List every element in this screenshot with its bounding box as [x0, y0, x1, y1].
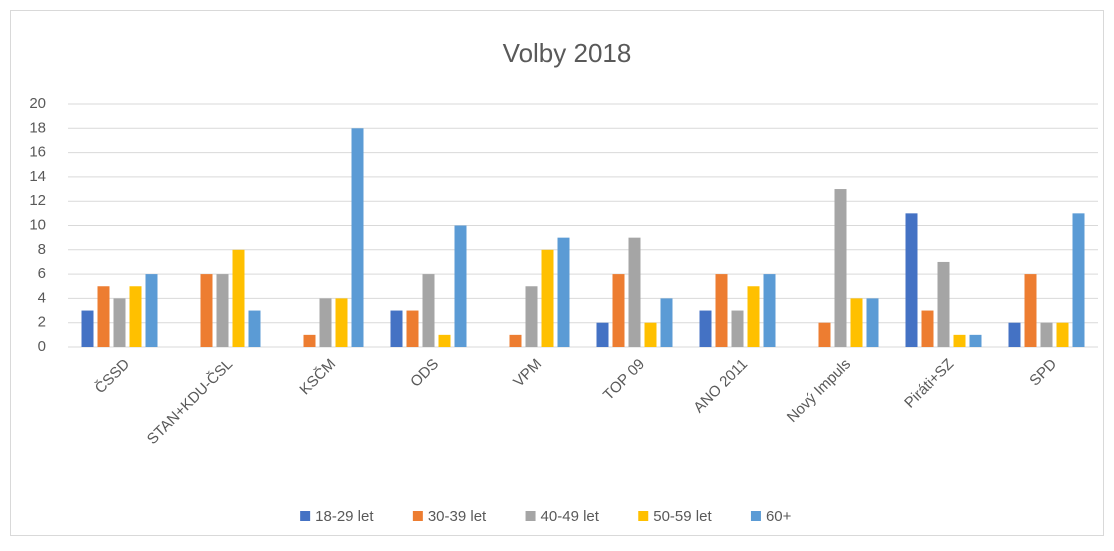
legend-label: 40-49 let — [541, 508, 600, 525]
bar — [644, 322, 657, 347]
legend-label: 18-29 let — [315, 508, 374, 525]
legend-swatch — [638, 511, 649, 521]
bar — [81, 310, 94, 347]
y-tick-label: 16 — [29, 144, 46, 161]
bar — [850, 298, 863, 347]
bar — [541, 249, 554, 347]
bar — [129, 286, 142, 347]
bar — [866, 298, 879, 347]
bar — [525, 286, 538, 347]
bar — [390, 310, 403, 347]
legend-swatch — [750, 511, 761, 521]
bar — [660, 298, 673, 347]
y-tick-label: 8 — [38, 241, 46, 258]
bar — [731, 310, 744, 347]
y-tick-label: 20 — [29, 95, 46, 112]
y-tick-label: 4 — [38, 289, 46, 306]
bar — [921, 310, 934, 347]
bar — [699, 310, 712, 347]
bar — [969, 334, 982, 347]
bar — [818, 322, 831, 347]
bar — [1008, 322, 1021, 347]
bar — [763, 274, 776, 347]
bar — [335, 298, 348, 347]
legend-label: 60+ — [766, 508, 792, 525]
y-tick-label: 6 — [38, 265, 46, 282]
bar — [1072, 213, 1085, 347]
y-tick-label: 12 — [29, 192, 46, 209]
bar — [557, 237, 570, 347]
bar — [1040, 322, 1053, 347]
bar — [628, 237, 641, 347]
legend-swatch — [300, 511, 311, 521]
chart-title: Volby 2018 — [503, 38, 632, 68]
bar — [200, 274, 213, 347]
bar — [438, 334, 451, 347]
bar — [303, 334, 316, 347]
bar — [422, 274, 435, 347]
legend-swatch — [525, 511, 536, 521]
bar — [454, 225, 467, 347]
bar — [715, 274, 728, 347]
bar — [406, 310, 419, 347]
y-tick-label: 2 — [38, 314, 46, 331]
bar — [937, 261, 950, 347]
bar — [612, 274, 625, 347]
bar — [1024, 274, 1037, 347]
y-tick-label: 10 — [29, 216, 46, 233]
bar — [232, 249, 245, 347]
bar — [145, 274, 158, 347]
bar — [351, 128, 364, 347]
bar — [905, 213, 918, 347]
y-tick-label: 14 — [29, 168, 46, 185]
bar — [216, 274, 229, 347]
y-tick-label: 18 — [29, 119, 46, 136]
legend-label: 30-39 let — [428, 508, 487, 525]
bar — [834, 189, 847, 347]
bar — [319, 298, 332, 347]
bar — [596, 322, 609, 347]
legend-label: 50-59 let — [653, 508, 712, 525]
bar — [248, 310, 261, 347]
y-tick-label: 0 — [38, 338, 46, 355]
bar — [747, 286, 760, 347]
bar — [953, 334, 966, 347]
bar — [1056, 322, 1069, 347]
bar — [97, 286, 110, 347]
legend-swatch — [412, 511, 423, 521]
bar — [113, 298, 126, 347]
chart-frame — [10, 10, 1104, 536]
bar — [509, 334, 522, 347]
